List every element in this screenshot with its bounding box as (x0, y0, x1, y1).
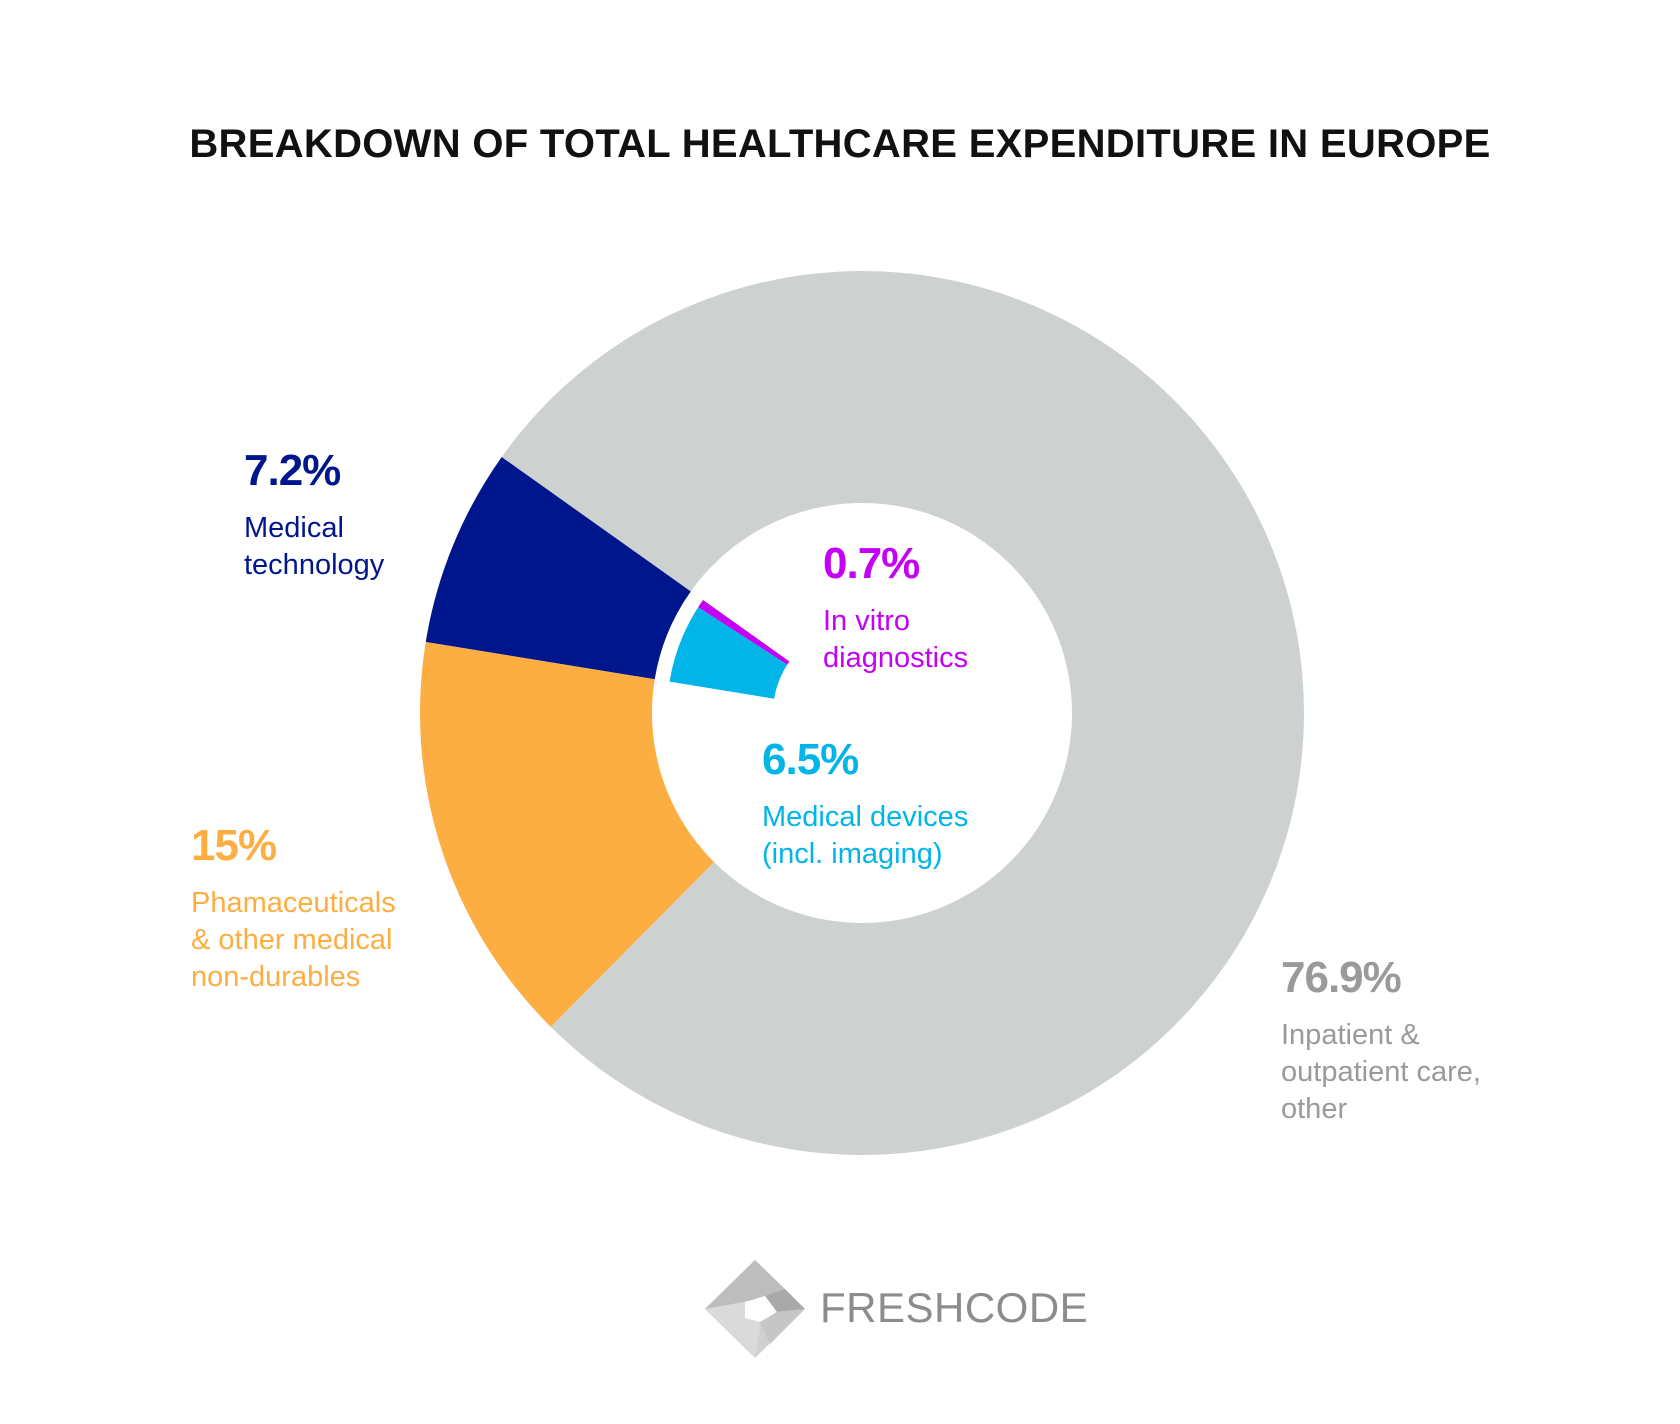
value-label: 76.9% (1281, 953, 1402, 1002)
value-label: 0.7% (823, 539, 920, 588)
label-inpatient-outpatient-care: 76.9% Inpatient & outpatient care, other (1281, 953, 1481, 1128)
label-in-vitro-diagnostics: 0.7% In vitro diagnostics (823, 539, 968, 677)
freshcode-logo-icon (705, 1260, 805, 1358)
value-label: 7.2% (244, 446, 341, 495)
value-label: 15% (191, 821, 277, 870)
label-medical-technology: 7.2% Medical technology (244, 446, 384, 584)
slice-medtech (425, 456, 691, 680)
value-label: 6.5% (762, 735, 859, 784)
category-label: In vitro diagnostics (823, 605, 969, 674)
category-label: Inpatient & outpatient care, other (1281, 1019, 1481, 1125)
slice-ivd (698, 600, 790, 665)
slice-care (501, 271, 1304, 1156)
brand-name: FRESHCODE (820, 1284, 1089, 1331)
category-label: Medical technology (244, 512, 385, 581)
category-label: Phamaceuticals & other medical non-durable… (191, 887, 396, 993)
label-medical-devices: 6.5% Medical devices (incl. imaging) (762, 735, 968, 873)
category-label: Medical devices (incl. imaging) (762, 801, 969, 870)
chart-title: BREAKDOWN OF TOTAL HEALTHCARE EXPENDITUR… (189, 122, 1491, 166)
label-pharmaceuticals: 15% Phamaceuticals & other medical non-dur… (191, 821, 396, 996)
slice-devices (669, 607, 788, 699)
slice-pharma (420, 641, 715, 1027)
